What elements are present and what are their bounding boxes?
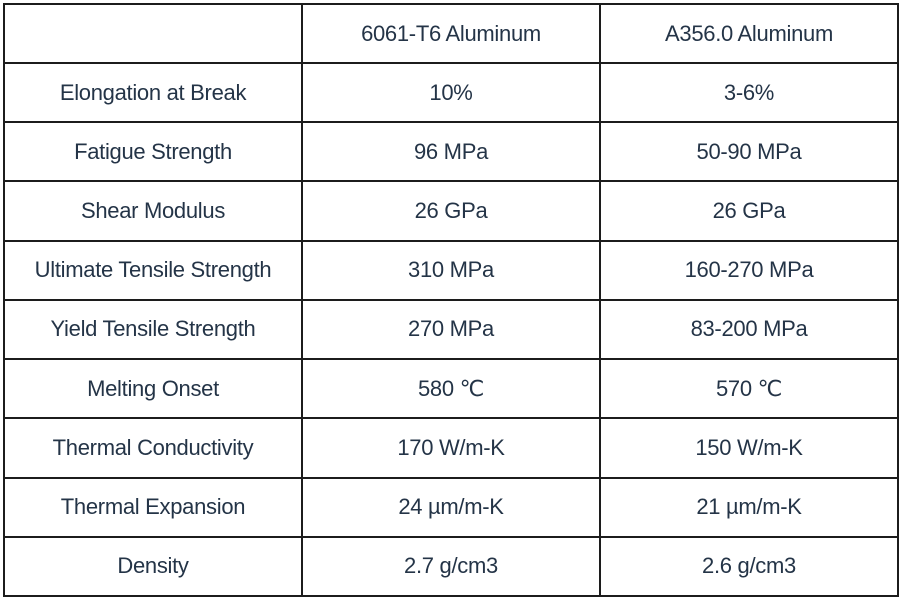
value-a356: 160-270 MPa [599,239,899,301]
value-6061-t6: 26 GPa [301,180,601,242]
table-row: Elongation at Break 10% 3-6% [3,61,899,124]
header-cell-empty [3,3,303,64]
value-6061-t6: 96 MPa [301,121,601,183]
property-label: Fatigue Strength [3,121,303,183]
value-a356: 83-200 MPa [599,298,899,361]
table-row: Yield Tensile Strength 270 MPa 83-200 MP… [3,298,899,361]
property-label: Thermal Conductivity [3,417,303,479]
table-row: Density 2.7 g/cm3 2.6 g/cm3 [3,535,899,598]
value-6061-t6: 580 ℃ [301,358,601,420]
value-a356: 150 W/m-K [599,417,899,479]
property-label: Thermal Expansion [3,476,303,538]
value-a356: 26 GPa [599,180,899,242]
value-6061-t6: 24 µm/m-K [301,476,601,538]
table-row: Thermal Expansion 24 µm/m-K 21 µm/m-K [3,476,899,538]
property-label: Elongation at Break [3,61,303,124]
property-label: Ultimate Tensile Strength [3,239,303,301]
header-cell-6061-t6: 6061-T6 Aluminum [301,3,601,64]
value-a356: 21 µm/m-K [599,476,899,538]
table-row: Ultimate Tensile Strength 310 MPa 160-27… [3,239,899,301]
property-label: Density [3,535,303,598]
value-a356: 2.6 g/cm3 [599,535,899,598]
value-a356: 50-90 MPa [599,121,899,183]
value-6061-t6: 2.7 g/cm3 [301,535,601,598]
table-row: Thermal Conductivity 170 W/m-K 150 W/m-K [3,417,899,479]
table-row: Fatigue Strength 96 MPa 50-90 MPa [3,121,899,183]
property-label: Yield Tensile Strength [3,298,303,361]
value-a356: 570 ℃ [599,358,899,420]
table-row: Shear Modulus 26 GPa 26 GPa [3,180,899,242]
value-6061-t6: 310 MPa [301,239,601,301]
aluminum-comparison-table: 6061-T6 Aluminum A356.0 Aluminum Elongat… [3,3,899,598]
header-cell-a356: A356.0 Aluminum [599,3,899,64]
table-row: Melting Onset 580 ℃ 570 ℃ [3,358,899,420]
value-6061-t6: 170 W/m-K [301,417,601,479]
value-6061-t6: 10% [301,61,601,124]
value-6061-t6: 270 MPa [301,298,601,361]
comparison-table-container: 6061-T6 Aluminum A356.0 Aluminum Elongat… [3,3,899,598]
property-label: Shear Modulus [3,180,303,242]
table-header-row: 6061-T6 Aluminum A356.0 Aluminum [3,3,899,64]
property-label: Melting Onset [3,358,303,420]
value-a356: 3-6% [599,61,899,124]
